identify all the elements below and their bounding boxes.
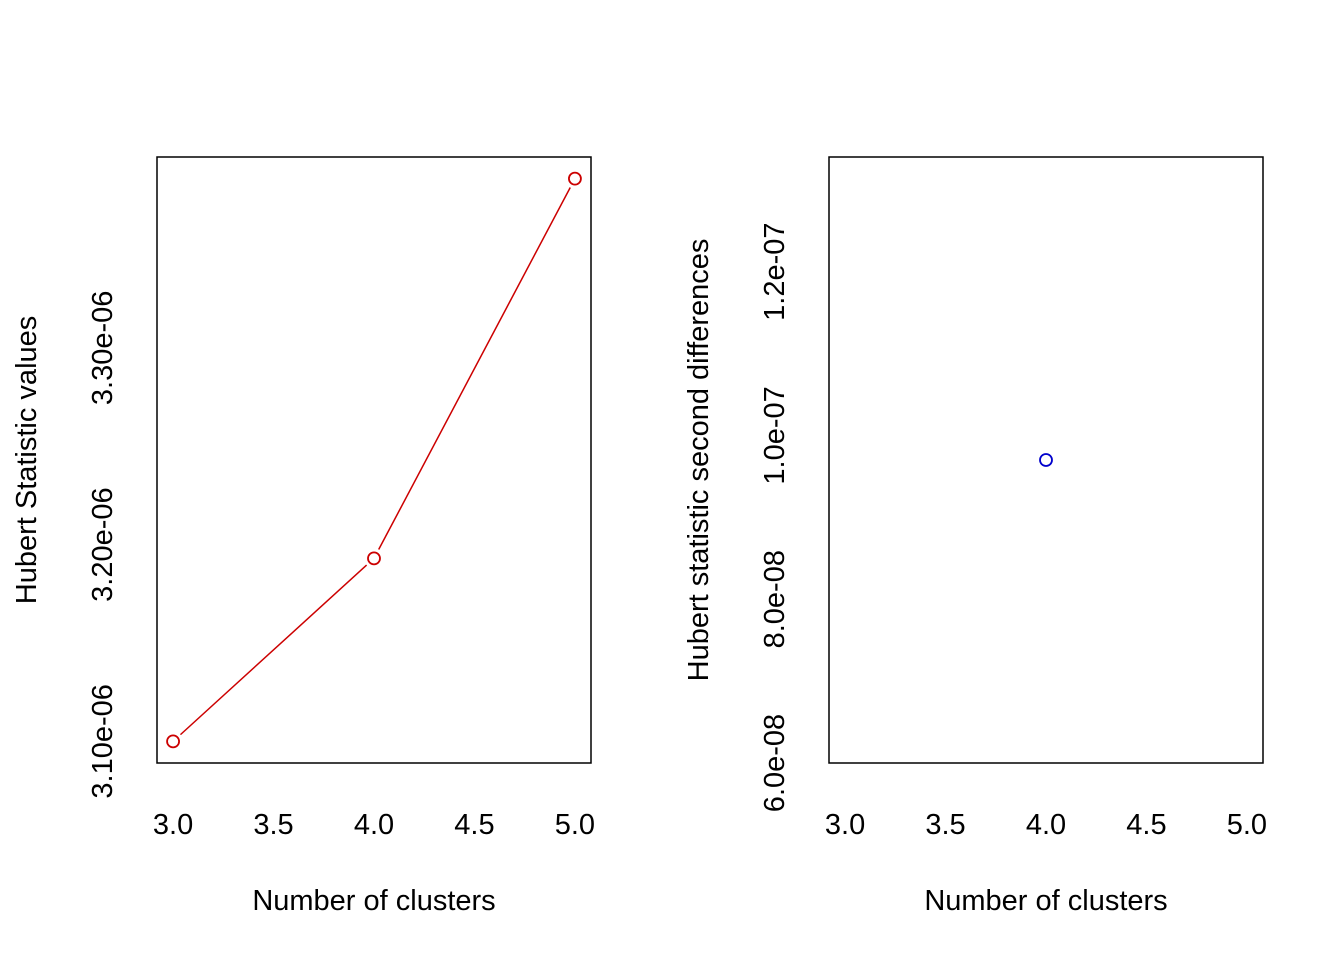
x-tick-label: 5.0 xyxy=(1227,809,1267,841)
y-tick-label: 3.30e-06 xyxy=(87,291,119,406)
series-line-segment xyxy=(179,564,368,736)
data-point xyxy=(568,171,582,186)
plot-frame xyxy=(156,156,592,764)
y-tick-label: 6.0e-08 xyxy=(759,714,791,812)
x-tick-label: 4.0 xyxy=(354,809,394,841)
data-point xyxy=(367,551,381,566)
y-axis-label: Hubert Statistic values xyxy=(11,316,43,605)
hubert-statistic-panel: 3.0 3.5 4.0 4.5 5.0 3.10e-06 3.20e-06 3.30e-06 N… xyxy=(11,156,595,917)
y-tick-label: 1.0e-07 xyxy=(759,386,791,484)
x-axis-label: Number of clusters xyxy=(252,885,495,917)
x-tick-label: 3.0 xyxy=(825,809,865,841)
y-axis-label: Hubert statistic second differences xyxy=(683,239,715,682)
series-line-segment xyxy=(378,187,571,550)
x-tick-label: 3.0 xyxy=(153,809,193,841)
data-point xyxy=(1039,453,1053,467)
y-tick-label: 1.2e-07 xyxy=(759,222,791,320)
x-tick-label: 4.5 xyxy=(454,809,494,841)
x-tick-label: 3.5 xyxy=(925,809,965,841)
y-tick-label: 8.0e-08 xyxy=(759,550,791,648)
data-point xyxy=(166,734,180,749)
x-tick-label: 4.5 xyxy=(1126,809,1166,841)
x-tick-label: 5.0 xyxy=(555,809,595,841)
y-tick-label: 3.20e-06 xyxy=(87,487,119,602)
x-tick-label: 4.0 xyxy=(1026,809,1066,841)
y-tick-label: 3.10e-06 xyxy=(87,684,119,799)
hubert-second-differences-panel: 3.0 3.5 4.0 4.5 5.0 6.0e-08 8.0e-08 1.0e-07 1.2e… xyxy=(683,156,1267,917)
plot-frame xyxy=(828,156,1264,764)
x-tick-label: 3.5 xyxy=(253,809,293,841)
x-axis-label: Number of clusters xyxy=(924,885,1167,917)
